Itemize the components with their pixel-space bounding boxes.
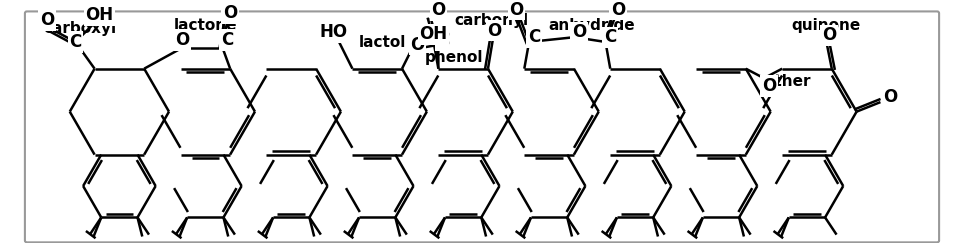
Text: OH: OH bbox=[419, 25, 447, 43]
Text: C: C bbox=[604, 28, 616, 46]
Text: anhydride: anhydride bbox=[549, 18, 635, 33]
Text: O: O bbox=[431, 1, 445, 20]
Text: O: O bbox=[510, 0, 523, 19]
Text: O: O bbox=[611, 0, 625, 19]
Text: O: O bbox=[762, 77, 776, 95]
Text: O: O bbox=[175, 31, 190, 49]
Text: OH: OH bbox=[85, 6, 114, 24]
Text: carbonyl: carbonyl bbox=[455, 12, 529, 28]
Text: lactone: lactone bbox=[174, 18, 237, 33]
Text: O: O bbox=[883, 88, 897, 106]
Text: O: O bbox=[410, 36, 424, 54]
Text: O: O bbox=[572, 23, 586, 41]
Text: ether: ether bbox=[764, 74, 811, 89]
Text: C: C bbox=[527, 28, 540, 46]
FancyBboxPatch shape bbox=[25, 11, 939, 242]
Text: quinone: quinone bbox=[791, 18, 861, 33]
Text: HO: HO bbox=[319, 23, 347, 41]
Text: phenol: phenol bbox=[424, 50, 483, 65]
Text: C: C bbox=[221, 31, 233, 49]
Text: C: C bbox=[437, 31, 449, 49]
Text: C: C bbox=[69, 33, 82, 51]
Text: O: O bbox=[821, 26, 836, 44]
Text: O: O bbox=[223, 4, 237, 22]
Text: O: O bbox=[488, 21, 502, 40]
Text: O: O bbox=[40, 11, 54, 29]
Text: lactol: lactol bbox=[359, 35, 406, 51]
Text: carboxyl: carboxyl bbox=[43, 21, 117, 36]
